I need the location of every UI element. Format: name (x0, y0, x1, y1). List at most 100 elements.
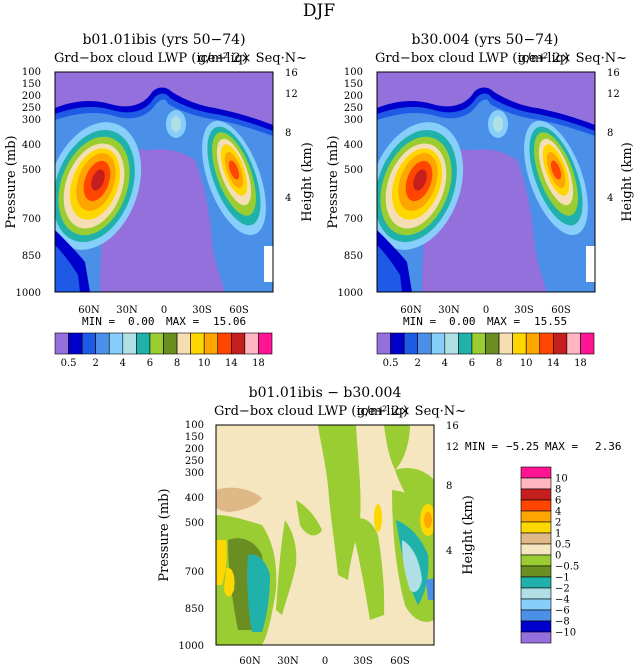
y-tick-label: 1000 (16, 288, 41, 299)
max-value: 15.55 (534, 315, 567, 328)
y-tick-label: 1000 (338, 288, 363, 299)
panel-subtitle-overlap: g/m² 2× Seq·N~ (518, 51, 627, 66)
colorbar-swatch (430, 332, 446, 355)
colorbar-label: 4 (442, 358, 448, 369)
y2-tick-label: 16 (446, 421, 459, 432)
colorbar-label: 1 (555, 529, 561, 540)
colorbar-swatch (520, 598, 552, 611)
y-tick-label: 700 (185, 567, 204, 578)
colorbar-label: 0.5 (555, 540, 571, 551)
min-label: MIN = (465, 440, 498, 453)
min-value: 0.00 (449, 315, 476, 328)
colorbar-label: 14 (225, 358, 238, 369)
colorbar-swatch (520, 466, 552, 479)
colorbar-swatch (231, 332, 246, 355)
y2-ticks: 16 12 8 4 (607, 68, 620, 204)
y-tick-label: 250 (344, 103, 363, 114)
y-tick-label: 100 (185, 420, 204, 431)
colorbar-swatch (520, 532, 552, 545)
contour-field (55, 72, 273, 292)
colorbar-label: −8 (555, 617, 570, 628)
y-tick-label: 100 (344, 67, 363, 78)
colorbar-label: −2 (555, 584, 570, 595)
y-tick-label: 250 (185, 456, 204, 467)
y-tick-label: 150 (22, 79, 41, 90)
x-tick-label: 30N (438, 305, 460, 316)
min-max-readout: MIN = 0.00 MAX = 15.55 (403, 315, 567, 328)
y-tick-label: 400 (22, 140, 41, 151)
colorbar-swatch (539, 332, 554, 355)
x-tick-label: 30S (514, 305, 534, 316)
y-tick-label: 100 (22, 67, 41, 78)
y2-tick-label: 12 (285, 89, 298, 100)
colorbar-label: −1 (555, 573, 570, 584)
x-tick-label: 0 (322, 656, 328, 666)
colorbar-label: 6 (147, 358, 153, 369)
colorbar-swatch (498, 332, 513, 355)
colorbar-label: 2 (93, 358, 99, 369)
colorbar-swatch (520, 587, 552, 600)
max-label: MAX = (166, 315, 199, 328)
panel-subtitle: Grd−box cloud LWP (ice+liq) (214, 404, 408, 419)
colorbar-swatch (95, 332, 110, 355)
x-tick-label: 30N (277, 656, 299, 666)
y-tick-label: 200 (344, 91, 363, 102)
colorbar-label: 4 (555, 507, 561, 518)
panel-3: b01.01ibis − b30.004 Grd−box cloud LWP (… (157, 385, 622, 666)
colorbar-label: 0 (555, 551, 561, 562)
colorbar-label: −6 (555, 606, 570, 617)
contour-field (216, 425, 434, 645)
colorbar-swatch (390, 332, 405, 355)
colorbar-swatch (520, 576, 552, 589)
colorbar-swatch (553, 332, 568, 355)
x-tick-label: 60S (551, 305, 571, 316)
colorbar-swatch (485, 332, 500, 355)
y-axis-label: Pressure (mb) (157, 488, 172, 581)
min-value: −5.25 (506, 440, 539, 453)
x-tick-label: 0 (161, 305, 167, 316)
colorbar-swatch (458, 332, 473, 355)
colorbar-swatch (136, 332, 151, 355)
min-label: MIN = (82, 315, 115, 328)
colorbar-label: −0.5 (555, 562, 579, 573)
panel-subtitle-overlap: g/m² 2× Seq·N~ (198, 51, 307, 66)
y-tick-label: 850 (185, 604, 204, 615)
panel-title: b30.004 (yrs 50−74) (412, 32, 559, 48)
colorbar-swatch (471, 332, 486, 355)
colorbar-swatch (403, 332, 418, 355)
y-ticks: 100 150 200 250 300 400 500 700 850 1000 (179, 420, 204, 652)
panel-2: b30.004 (yrs 50−74) Grd−box cloud LWP (i… (326, 32, 635, 369)
y-tick-label: 700 (344, 214, 363, 225)
colorbar-label: 2 (415, 358, 421, 369)
y-tick-label: 850 (344, 251, 363, 262)
y-axis-label: Pressure (mb) (326, 135, 341, 228)
x-tick-label: 60S (390, 656, 410, 666)
y2-axis-label: Height (km) (300, 142, 315, 222)
panel-subtitle: Grd−box cloud LWP (ice+liq) (375, 51, 569, 66)
colorbar: 0.5 2 4 6 8 10 14 18 (54, 332, 273, 369)
max-label: MAX = (487, 315, 520, 328)
colorbar-label: 10 (198, 358, 211, 369)
x-ticks: 60N 30N 0 30S 60S (239, 656, 410, 666)
max-value: 15.06 (213, 315, 246, 328)
min-value: 0.00 (128, 315, 155, 328)
colorbar-label: 14 (547, 358, 560, 369)
colorbar-label: 18 (252, 358, 265, 369)
y-tick-label: 400 (344, 140, 363, 151)
colorbar-label: 8 (496, 358, 502, 369)
contour-field (377, 72, 595, 292)
y2-tick-label: 8 (446, 481, 452, 492)
colorbar-swatch (520, 521, 552, 534)
y-tick-label: 500 (185, 518, 204, 529)
y2-tick-label: 8 (607, 128, 613, 139)
min-max-readout: MIN = 0.00 MAX = 15.06 (82, 315, 246, 328)
colorbar-swatch (580, 332, 595, 355)
x-tick-label: 30S (192, 305, 212, 316)
y2-tick-label: 4 (446, 546, 452, 557)
colorbar-swatch (520, 565, 552, 578)
colorbar-swatch (108, 332, 124, 355)
colorbar-swatch (163, 332, 178, 355)
max-value: 2.36 (595, 440, 622, 453)
min-label: MIN = (403, 315, 436, 328)
